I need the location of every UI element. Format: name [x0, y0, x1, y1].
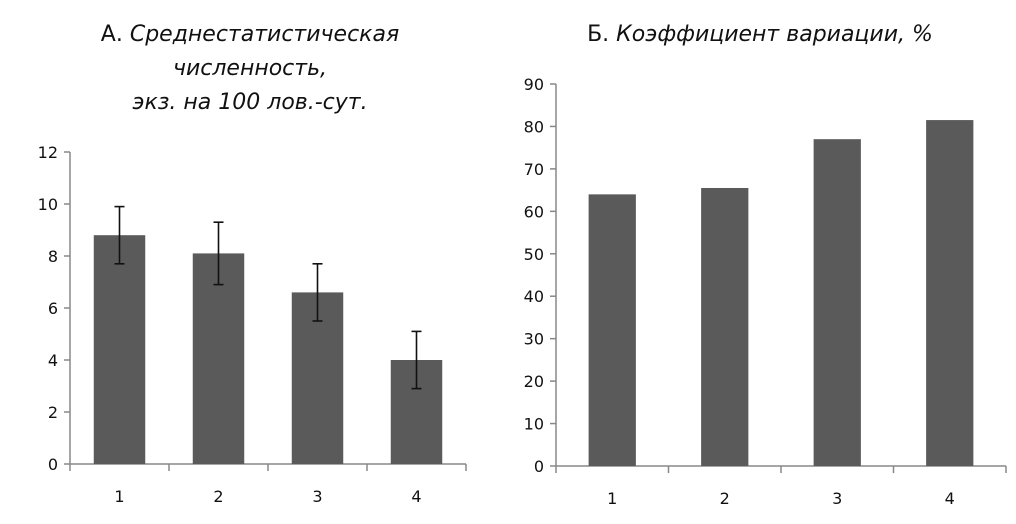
chart-b-y-tick-label: 40	[524, 287, 544, 306]
chart-a-panel: А. Среднестатистическая численность, экз…	[0, 0, 470, 524]
chart-b-y-tick-label: 90	[524, 75, 544, 94]
chart-a-title-text-3: экз. на 100 лов.-сут.	[132, 90, 368, 115]
chart-a-bar	[93, 235, 146, 464]
chart-a-title: А. Среднестатистическая численность, экз…	[60, 18, 440, 120]
chart-b-panel: Б. Коэффициент вариации, % 0 10 20 30 40 50 60…	[470, 0, 1016, 524]
chart-a-title-line-1: А. Среднестатистическая	[60, 18, 440, 52]
chart-b-y-tick-label: 30	[524, 330, 544, 349]
chart-a-x-tick-label: 4	[411, 487, 421, 506]
chart-b-y-tick-label: 50	[524, 245, 544, 264]
chart-a-y-tick-label: 4	[48, 351, 58, 370]
chart-a-y-tick-label: 2	[48, 403, 58, 422]
chart-b-y-tick-label: 10	[524, 415, 544, 434]
chart-a-x-tick-label: 1	[114, 487, 124, 506]
chart-a-y-tick-label: 10	[38, 195, 58, 214]
chart-b-plot: 0 10 20 30 40 50 60 70 80 90 1 2 3 4	[524, 75, 1007, 508]
chart-b-bar	[926, 120, 974, 467]
chart-a-bar	[192, 253, 245, 464]
chart-b-x-tick-label: 3	[832, 489, 842, 508]
chart-a-y-tick-label: 0	[48, 455, 58, 474]
chart-b-title-prefix: Б.	[587, 22, 610, 47]
chart-a-y-tick-label: 6	[48, 299, 58, 318]
chart-a-y-tick-label: 8	[48, 247, 58, 266]
chart-b-x-tick-label: 2	[720, 489, 730, 508]
chart-b-title: Б. Коэффициент вариации, %	[510, 18, 1010, 52]
chart-b-y-tick-label: 0	[534, 457, 544, 476]
chart-a-title-prefix: А.	[100, 22, 123, 47]
chart-a-title-line-2: численность,	[60, 52, 440, 86]
chart-a-x-tick-label: 3	[312, 487, 322, 506]
chart-a-title-text-2: численность,	[172, 56, 328, 81]
chart-b-bar	[813, 139, 861, 466]
chart-a-y-tick-label: 12	[38, 143, 58, 162]
chart-b-y-tick-label: 60	[524, 202, 544, 221]
chart-b-bar	[701, 187, 749, 466]
chart-b-y-tick-label: 80	[524, 117, 544, 136]
chart-b-y-tick-label: 70	[524, 160, 544, 179]
chart-b-y-tick-label: 20	[524, 372, 544, 391]
chart-b-x-tick-label: 1	[607, 489, 617, 508]
chart-b-bar	[588, 194, 636, 466]
chart-a-title-line-3: экз. на 100 лов.-сут.	[60, 86, 440, 120]
chart-b-title-text: Коэффициент вариации, %	[616, 22, 933, 47]
chart-b-x-tick-label: 4	[945, 489, 955, 508]
chart-a-x-tick-label: 2	[213, 487, 223, 506]
chart-a-title-text-1: Среднестатистическая	[129, 22, 400, 47]
